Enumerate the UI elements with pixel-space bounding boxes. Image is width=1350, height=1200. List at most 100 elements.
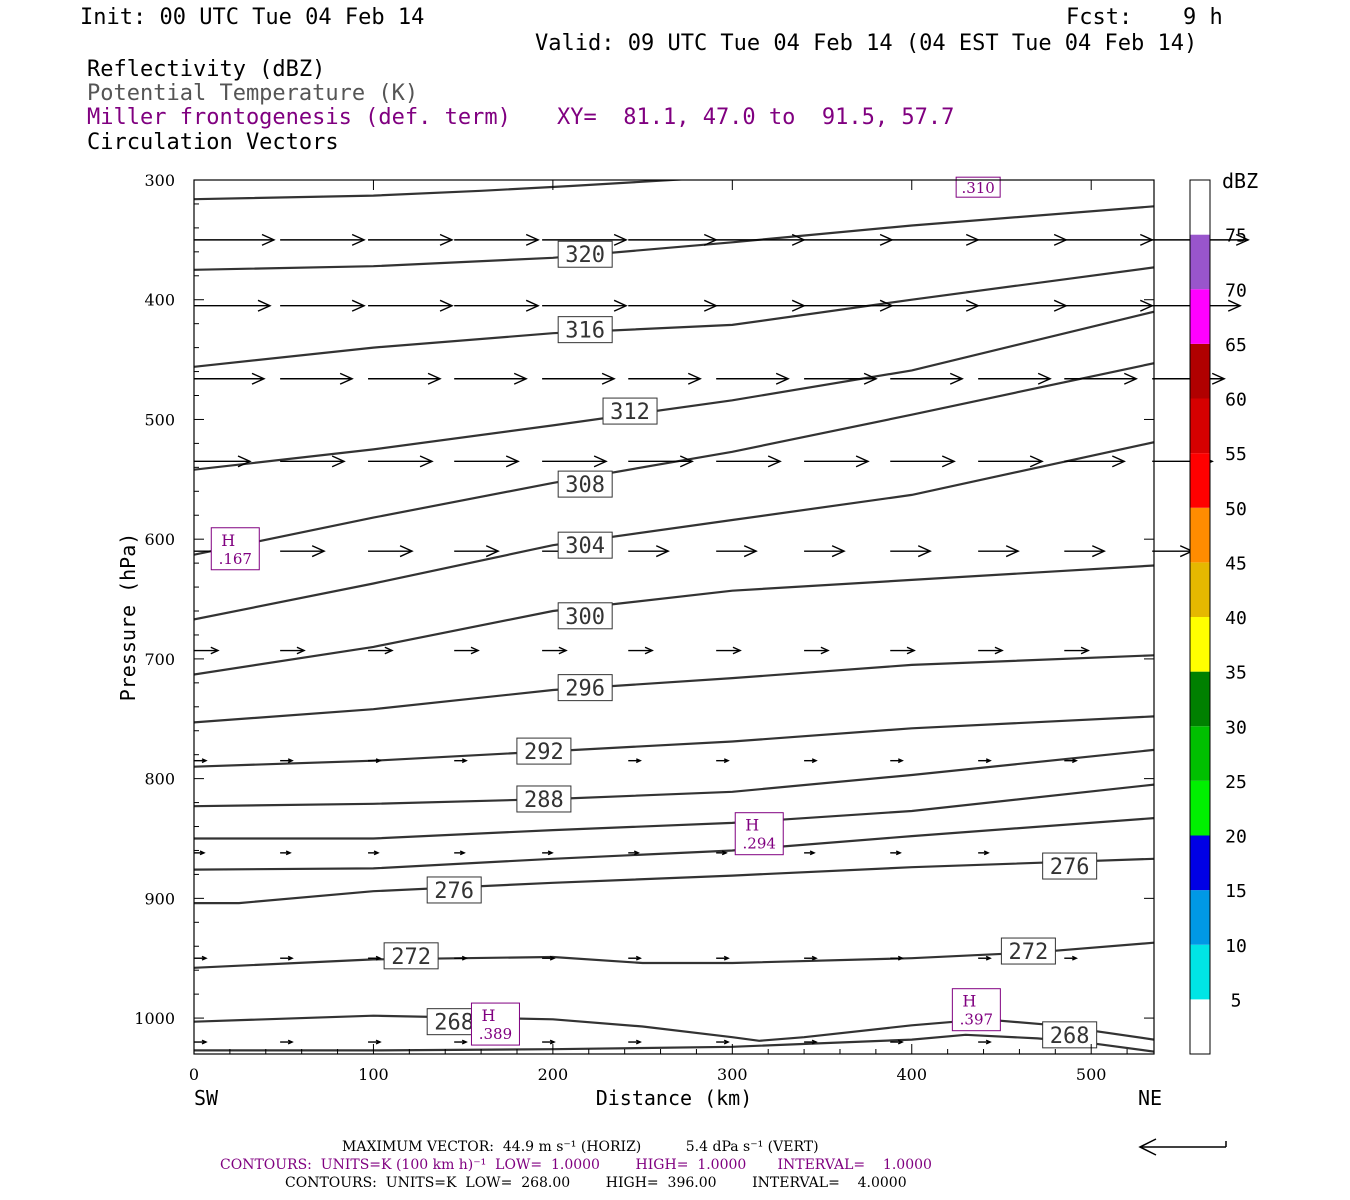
colorbar-swatch	[1190, 999, 1210, 1054]
circulation-vector	[280, 955, 294, 961]
circulation-vector	[716, 646, 742, 655]
cross-section-endpoints: XY= 81.1, 47.0 to 91.5, 57.7	[557, 105, 955, 130]
contour-label-text: 316	[565, 319, 605, 344]
x-tick-label: 0	[189, 1065, 199, 1084]
forecast-hour: 9 h	[1183, 5, 1223, 30]
circulation-vector	[978, 233, 1068, 246]
high-value: .310	[961, 179, 994, 197]
circulation-vectors	[194, 233, 1250, 1045]
circulation-vector	[454, 646, 480, 655]
contour-label-text: 296	[565, 677, 605, 702]
colorbar-swatch	[1190, 562, 1210, 617]
colorbar-swatch	[1190, 234, 1210, 290]
circulation-vector	[280, 1039, 294, 1045]
circulation-vector	[628, 372, 702, 385]
contour-label-text: 268	[434, 1011, 474, 1036]
circulation-vector	[804, 646, 830, 655]
frontogenesis-high: .310	[955, 176, 1001, 198]
field-reflectivity: Reflectivity (dBZ)	[87, 57, 326, 82]
valid-time: Valid: 09 UTC Tue 04 Feb 14 (04 EST Tue …	[535, 31, 1198, 56]
circulation-vector	[194, 455, 252, 468]
circulation-vector	[716, 455, 782, 468]
circulation-vector	[1064, 372, 1138, 385]
contour-label: 300	[557, 602, 613, 630]
contour-label: 276	[1042, 852, 1098, 880]
colorbar-level-label: 75	[1225, 226, 1247, 247]
circulation-vector	[978, 955, 992, 961]
circulation-vector	[194, 646, 220, 655]
circulation-vector	[542, 233, 628, 246]
field-circulation-vectors: Circulation Vectors	[87, 130, 339, 155]
circulation-vector	[628, 646, 654, 655]
colorbar-level-label: 15	[1225, 881, 1247, 902]
y-tick-label: 700	[144, 650, 175, 669]
x-axis-title: Distance (km)	[596, 1086, 753, 1110]
colorbar-swatch	[1190, 453, 1210, 508]
circulation-vector	[194, 299, 272, 312]
high-value: .397	[960, 1011, 993, 1029]
x-tick-label: 300	[717, 1065, 748, 1084]
colorbar-swatch	[1190, 671, 1210, 727]
circulation-vector	[978, 455, 1044, 468]
colorbar-swatch	[1190, 398, 1210, 454]
circulation-vector	[716, 758, 730, 764]
contour-label-text: 268	[1050, 1024, 1090, 1049]
contour-label: 296	[557, 674, 613, 702]
theta-contour-312	[194, 310, 1154, 471]
reference-vector	[1138, 1138, 1227, 1156]
contour-label: 316	[557, 316, 613, 344]
theta-contour-info: CONTOURS: UNITS=K LOW= 268.00 HIGH= 396.…	[285, 1175, 907, 1191]
circulation-vector	[454, 455, 520, 468]
theta-contour-292	[194, 715, 1154, 768]
circulation-vector	[194, 758, 208, 764]
circulation-vector	[1064, 299, 1154, 312]
circulation-vector	[628, 1039, 642, 1045]
circulation-vector	[1152, 372, 1226, 385]
contour-label-text: 276	[434, 879, 474, 904]
contour-label: 268	[1042, 1021, 1098, 1049]
circulation-vector	[890, 758, 904, 764]
circulation-vector	[628, 299, 718, 312]
circulation-vector	[716, 299, 806, 312]
circulation-vector	[1064, 545, 1106, 558]
axis-ticks: 0 100 200 300 400 500 300 400 500 600 700 800 900 100…	[134, 171, 1154, 1084]
circulation-vector	[628, 233, 718, 246]
colorbar-level-label: 10	[1225, 936, 1247, 957]
colorbar-level-label: 40	[1225, 608, 1247, 629]
circulation-vector	[978, 372, 1052, 385]
circulation-vector	[1064, 955, 1078, 961]
colorbar-level-label: 50	[1225, 499, 1247, 520]
y-tick-label: 800	[144, 770, 175, 789]
circulation-vector	[454, 850, 466, 856]
contour-label: 304	[557, 531, 613, 559]
circulation-vector	[280, 758, 294, 764]
circulation-vector	[368, 233, 454, 246]
high-letter: H	[745, 816, 759, 835]
circulation-vector	[280, 233, 366, 246]
contour-label: 272	[1000, 937, 1056, 965]
circulation-vector	[978, 758, 992, 764]
y-axis-title: Pressure (hPa)	[116, 533, 140, 702]
contour-label: 292	[516, 737, 572, 765]
theta-contour-320	[194, 205, 1154, 271]
colorbar-level-label: 35	[1225, 663, 1247, 684]
field-potential-temperature: Potential Temperature (K)	[87, 81, 419, 106]
circulation-vector	[454, 545, 500, 558]
circulation-vector	[368, 299, 454, 312]
circulation-vector	[890, 646, 916, 655]
circulation-vector	[804, 455, 870, 468]
frontogenesis-contour-info: CONTOURS: UNITS=K (100 km h)⁻¹ LOW= 1.00…	[220, 1157, 932, 1173]
contour-label-text: 272	[1009, 940, 1049, 965]
high-value: .389	[479, 1025, 512, 1043]
circulation-vector	[978, 299, 1068, 312]
x-tick-label: 400	[896, 1065, 927, 1084]
circulation-vector	[454, 233, 540, 246]
high-letter: H	[221, 531, 235, 550]
circulation-vector	[804, 545, 846, 558]
x-tick-label: 500	[1076, 1065, 1107, 1084]
circulation-vector	[542, 850, 554, 856]
circulation-vector	[542, 455, 608, 468]
colorbar-swatch	[1190, 617, 1210, 672]
colorbar-frame	[1189, 179, 1211, 1055]
